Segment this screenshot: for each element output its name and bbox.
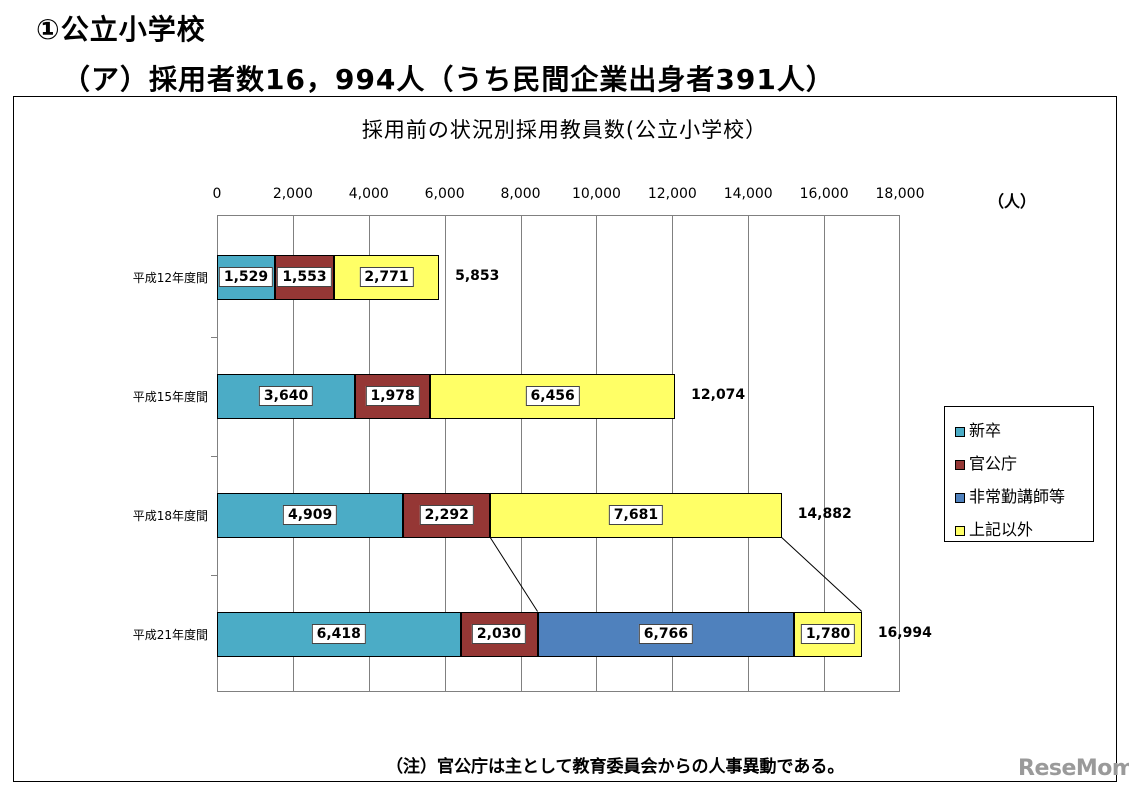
gridline [824,216,826,691]
page-heading: ①公立小学校 [36,13,206,46]
category-tick [211,575,217,576]
category-tick [211,456,217,457]
category-label: 平成15年度間 [132,390,208,404]
gridline [520,216,522,691]
gridline [368,216,370,691]
data-label: 1,553 [277,267,332,287]
category-tick [211,337,217,338]
data-label: 6,766 [638,624,694,644]
legend-item: 新卒 [955,417,1001,441]
unit-label: （人） [988,192,1037,211]
plot-area [217,215,900,692]
x-tick-label: 4,000 [348,186,389,202]
category-label: 平成18年度間 [132,509,208,523]
gridline [596,216,598,691]
x-tick-label: 12,000 [647,186,697,202]
legend-label: 上記以外 [969,520,1034,539]
total-label: 5,853 [455,268,500,284]
legend-item: 非常勤講師等 [955,483,1065,507]
page-subheading: （ア）採用者数16，994人（うち民間企業出身者391人） [62,63,835,96]
legend-label: 新卒 [969,421,1002,440]
x-tick-label: 16,000 [799,186,849,202]
x-tick-label: 14,000 [723,186,773,202]
data-label: 6,418 [311,624,366,644]
x-tick-label: 2,000 [272,186,313,202]
gridline [292,216,294,691]
data-label: 1,978 [365,386,420,406]
data-label: 6,456 [525,386,580,406]
legend: 新卒官公庁非常勤講師等 上記以外 [944,406,1094,542]
legend-swatch [955,459,965,470]
legend-swatch [955,492,965,503]
data-label: 4,909 [282,505,338,525]
data-label: 2,771 [359,267,414,287]
footnote: （注）官公庁は主として教育委員会からの人事異動である。 [386,757,845,777]
legend-label: 非常勤講師等 [969,487,1066,506]
chart-title: 採用前の状況別採用教員数(公立小学校） [361,118,768,142]
gridline [672,216,674,691]
data-label: 2,292 [419,505,474,525]
gridline [748,216,750,691]
category-label: 平成21年度間 [132,628,208,642]
gridline [444,216,446,691]
x-tick-label: 10,000 [571,186,621,202]
legend-item: 官公庁 [955,450,1017,474]
data-label: 1,780 [800,624,856,644]
x-tick-label: 18,000 [875,186,925,202]
legend-item: 上記以外 [955,516,1033,540]
data-label: 7,681 [608,505,664,525]
total-label: 12,074 [691,387,746,403]
x-tick-label: 8,000 [500,186,541,202]
legend-swatch [955,426,965,437]
legend-swatch [955,525,965,536]
data-label: 1,529 [218,267,274,287]
data-label: 2,030 [471,624,527,644]
data-label: 3,640 [258,386,314,406]
resemom-logo: ReseMom [1018,756,1129,781]
total-label: 16,994 [877,625,932,641]
x-tick-label: 0 [212,186,222,202]
legend-label: 官公庁 [969,454,1018,473]
category-label: 平成12年度間 [132,271,208,285]
chart-frame [13,96,1117,782]
total-label: 14,882 [797,506,852,522]
x-tick-label: 6,000 [424,186,465,202]
